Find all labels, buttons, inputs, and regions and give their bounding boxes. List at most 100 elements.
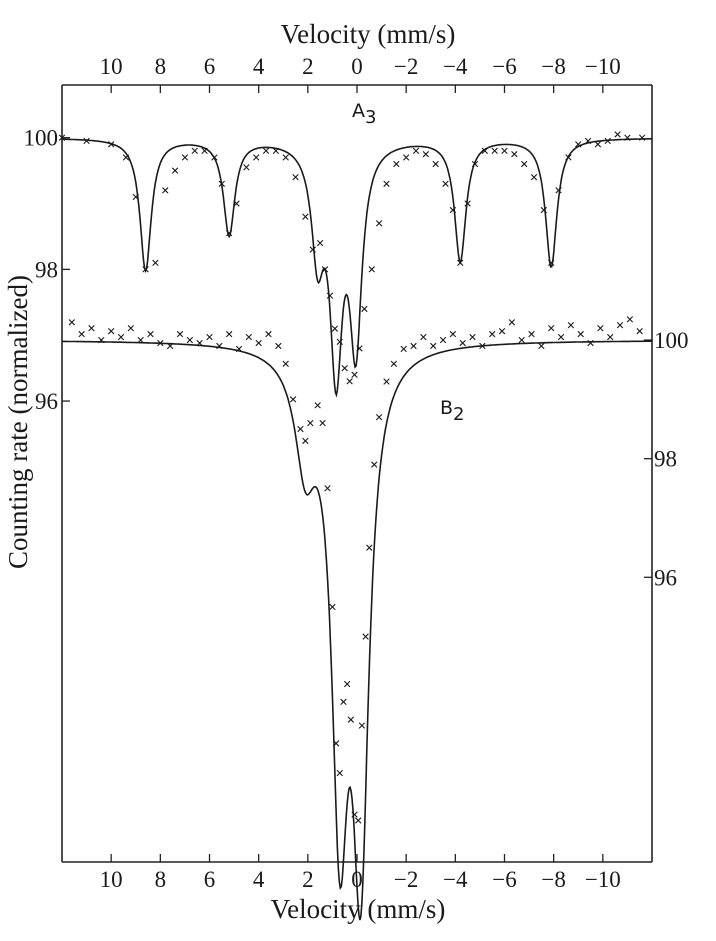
data-point-a3 [211, 154, 218, 161]
data-point-b2 [332, 740, 340, 747]
data-point-stroke [346, 378, 353, 385]
data-point-stroke [216, 342, 223, 350]
data-point-stroke [636, 327, 643, 335]
data-point-b2 [636, 327, 643, 335]
data-point-stroke [282, 154, 289, 161]
data-point-b2 [616, 322, 624, 329]
data-point-b2 [587, 339, 594, 347]
data-point-stroke [255, 339, 262, 347]
data-point-a3 [402, 154, 410, 161]
data-point-b2 [400, 345, 407, 353]
data-point-stroke [565, 154, 572, 161]
data-point-a3 [107, 141, 115, 148]
data-point-stroke [356, 345, 363, 352]
data-point-stroke [321, 266, 329, 273]
data-point-b2 [282, 360, 289, 367]
series-layer [58, 131, 652, 921]
data-point-stroke [297, 425, 304, 433]
data-point-a3 [481, 147, 489, 155]
series-labels: A3 B2 [352, 100, 465, 425]
data-point-a3 [491, 147, 498, 155]
data-point-stroke [127, 324, 135, 332]
data-point-b2 [518, 336, 525, 344]
data-point-a3 [356, 345, 363, 352]
data-point-a3 [341, 364, 348, 372]
top-tick-label: 4 [253, 54, 265, 79]
data-point-b2 [275, 342, 282, 350]
data-point-stroke [147, 330, 154, 338]
data-point-stroke [88, 324, 95, 332]
data-point-b2 [548, 324, 555, 332]
data-point-stroke [422, 150, 430, 158]
data-point-stroke [152, 259, 159, 266]
data-point-stroke [319, 419, 326, 427]
data-point-stroke [459, 339, 466, 347]
data-point-b2 [117, 333, 125, 341]
data-point-b2 [449, 330, 457, 338]
data-point-a3 [375, 220, 383, 227]
data-point-a3 [162, 187, 169, 194]
data-point-b2 [351, 811, 358, 818]
data-point-a3 [614, 131, 621, 138]
top-tick-label: 2 [302, 54, 314, 79]
data-point-stroke [624, 134, 631, 141]
data-point-b2 [420, 333, 427, 341]
data-point-stroke [383, 378, 390, 385]
data-point-stroke [393, 160, 400, 168]
data-point-stroke [498, 327, 506, 335]
data-point-a3 [316, 239, 324, 247]
top-axis-label: Velocity (mm/s) [281, 19, 456, 49]
top-tick-label: −6 [492, 54, 516, 79]
data-point-stroke [336, 769, 343, 777]
data-point-b2 [314, 402, 321, 409]
data-point-b2 [336, 769, 343, 777]
data-point-a3 [584, 137, 592, 145]
data-point-stroke [265, 330, 272, 338]
data-point-stroke [243, 164, 250, 171]
data-point-stroke [272, 147, 280, 155]
data-point-stroke [555, 187, 562, 194]
data-point-stroke [324, 485, 331, 492]
data-point-stroke [137, 336, 144, 344]
data-point-a3 [336, 338, 343, 345]
data-point-a3 [555, 187, 562, 194]
top-tick-label: 10 [100, 54, 123, 79]
data-point-stroke [584, 137, 592, 145]
data-point-stroke [430, 342, 437, 350]
top-tick-label: 0 [351, 54, 363, 79]
data-point-stroke [329, 603, 336, 611]
data-point-a3 [331, 325, 339, 332]
data-point-stroke [375, 220, 383, 227]
data-point-b2 [245, 333, 253, 341]
data-point-a3 [218, 180, 225, 187]
data-point-stroke [638, 134, 646, 141]
data-point-b2 [538, 342, 545, 350]
data-point-stroke [245, 333, 253, 341]
data-point-stroke [225, 229, 233, 237]
series-label-subscript: 2 [453, 404, 464, 425]
top-tick-label: −4 [443, 54, 468, 79]
data-point-stroke [538, 342, 545, 350]
data-point-stroke [530, 173, 538, 181]
data-point-stroke [471, 160, 479, 168]
y-axis-label: Counting rate (normalized) [3, 275, 33, 569]
data-point-a3 [272, 147, 280, 155]
data-point-b2 [557, 333, 565, 341]
data-point-stroke [501, 147, 508, 155]
data-point-a3 [292, 173, 299, 181]
data-point-a3 [83, 137, 90, 145]
data-point-stroke [614, 131, 621, 138]
data-point-a3 [393, 160, 400, 168]
series-label-a3: A3 [352, 100, 376, 128]
data-point-b2 [68, 319, 76, 326]
data-point-a3 [171, 167, 179, 174]
data-point-stroke [557, 333, 565, 341]
data-point-b2 [235, 345, 243, 353]
bottom-tick-label: −6 [492, 867, 516, 892]
data-point-b2 [319, 419, 326, 427]
data-point-a3 [253, 154, 260, 161]
series-label-main: A [352, 100, 365, 122]
data-point-stroke [201, 147, 208, 155]
data-point-a3 [233, 200, 240, 207]
data-point-a3 [540, 206, 548, 214]
